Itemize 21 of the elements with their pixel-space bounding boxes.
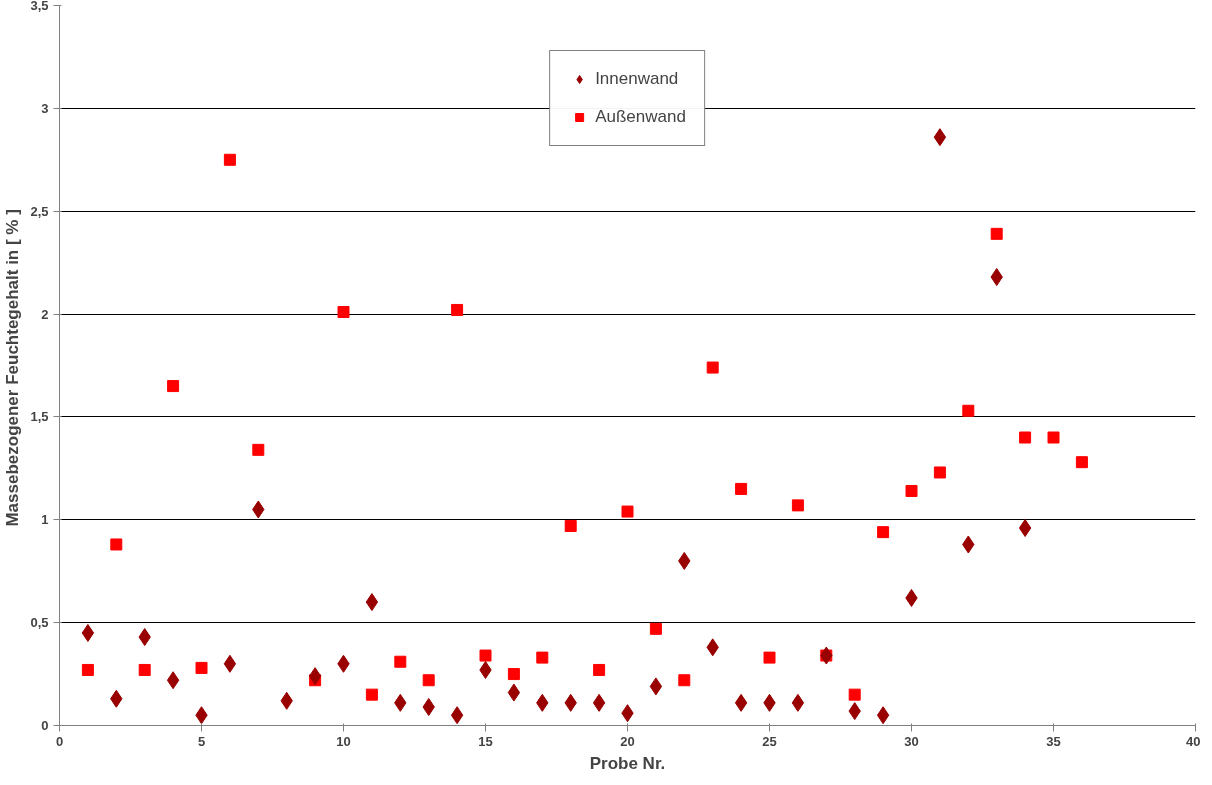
x-tick-label: 30 <box>904 733 919 749</box>
x-tick-label: 10 <box>336 733 351 749</box>
y-tick-label: 0 <box>41 718 49 733</box>
x-tick-label: 5 <box>197 733 206 749</box>
y-tick-label: 1 <box>41 512 49 528</box>
y-tick-label: 1,5 <box>30 409 49 425</box>
y-tick-label: 3,5 <box>30 0 49 13</box>
y-axis-title: Massebezogener Feuchtegehalt in [ % ] <box>3 209 23 527</box>
legend-label: Innenwand <box>595 69 679 89</box>
legend-label: Außenwand <box>595 107 686 127</box>
x-tick-label: 0 <box>55 733 64 749</box>
y-tick-label: 2 <box>41 306 49 322</box>
x-tick-label: 20 <box>620 733 635 749</box>
x-tick-label: 40 <box>1186 733 1201 749</box>
y-tick-label: 2,5 <box>30 203 49 219</box>
x-tick-label: 35 <box>1046 733 1061 749</box>
x-axis-title: Probe Nr. <box>589 753 666 773</box>
x-tick-label: 25 <box>762 733 777 749</box>
y-tick-label: 3 <box>41 100 49 116</box>
x-tick-label: 15 <box>478 733 493 749</box>
y-tick-label: 0,5 <box>30 615 49 631</box>
